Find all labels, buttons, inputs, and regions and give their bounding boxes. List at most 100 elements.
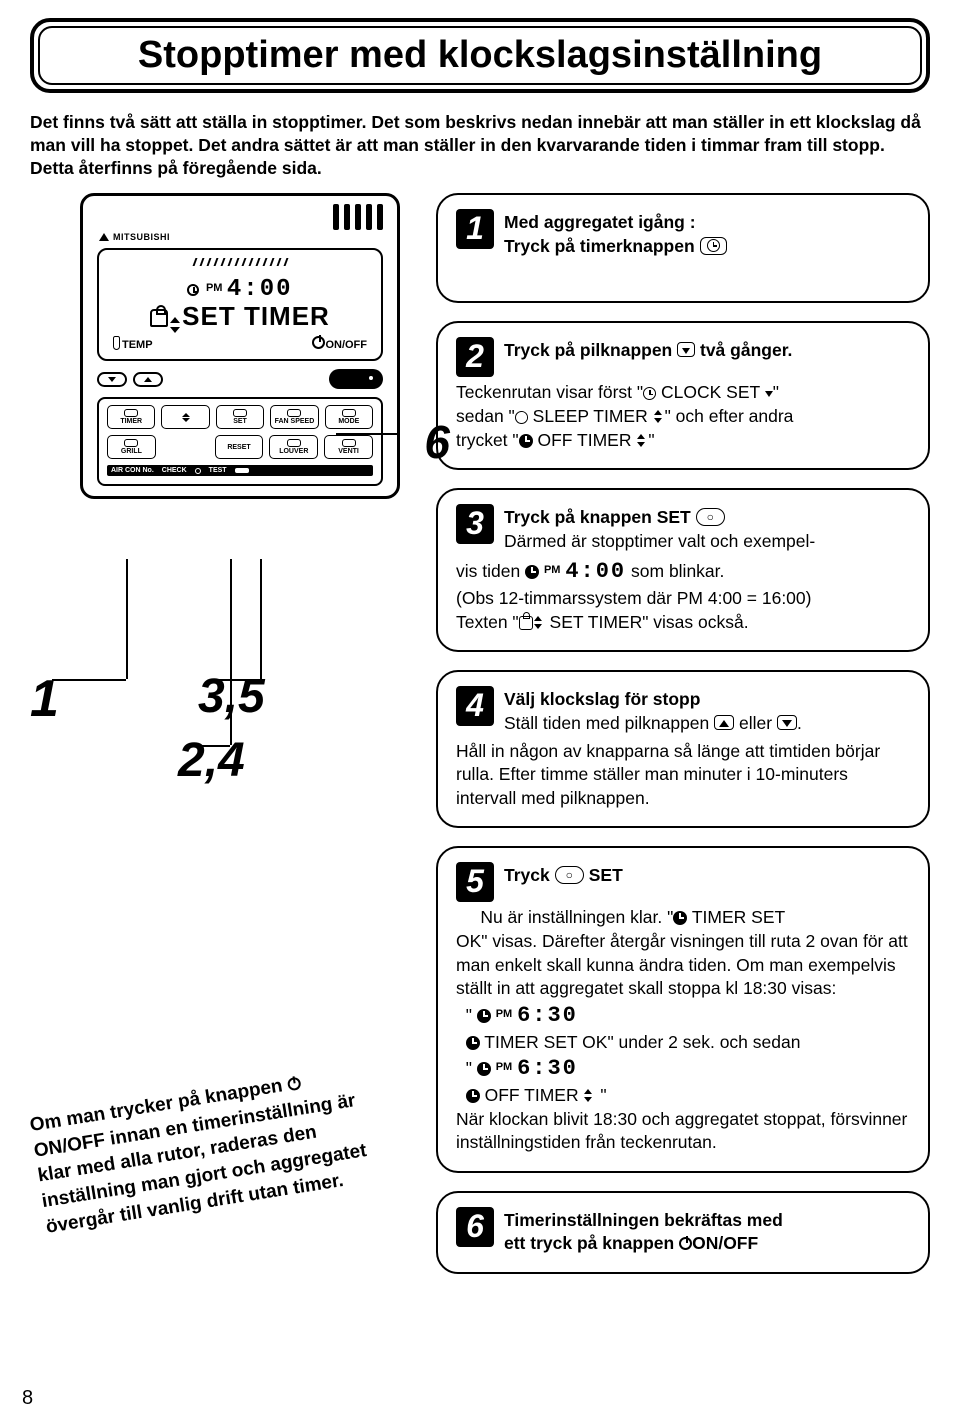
clock-solid-icon xyxy=(525,565,539,579)
page-title: Stopptimer med klockslagsinställning xyxy=(58,34,902,77)
step-6-box: 6 Timerinställningen bekräftas med ett t… xyxy=(436,1191,930,1274)
title-inner: Stopptimer med klockslagsinställning xyxy=(38,26,922,85)
updown-icon xyxy=(533,616,545,630)
clock-icon xyxy=(187,284,199,296)
leader-line xyxy=(230,559,232,745)
updown-icon xyxy=(583,1089,595,1103)
power-icon xyxy=(287,1076,302,1091)
step-1-line1: Med aggregatet igång : xyxy=(504,211,910,235)
clock-solid-icon xyxy=(519,434,533,448)
step-4-headtext: Välj klockslag för stopp Ställ tiden med… xyxy=(504,686,910,735)
title-frame: Stopptimer med klockslagsinställning xyxy=(30,18,930,93)
hand-icon xyxy=(150,309,168,327)
remote-vent xyxy=(83,196,397,232)
step-5-headtext: Tryck ○ SET xyxy=(504,862,910,888)
updown-icon xyxy=(636,434,648,448)
fanspeed-button[interactable]: FAN SPEED xyxy=(270,405,318,429)
step-6-line2: ett tryck på knappen ON/OFF xyxy=(504,1232,910,1256)
page-number: 8 xyxy=(22,1387,33,1410)
step-2-head: 2 Tryck på pilknappen två gånger. xyxy=(456,337,910,377)
clock-icon xyxy=(643,387,656,400)
step-4-head: 4 Välj klockslag för stopp Ställ tiden m… xyxy=(456,686,910,735)
clock-solid-icon xyxy=(466,1036,480,1050)
leader-1: 1 xyxy=(30,669,59,729)
check-label: CHECK xyxy=(162,467,187,474)
step-6-num: 6 xyxy=(456,1207,494,1247)
hand-icon xyxy=(519,616,533,630)
mode-button[interactable]: MODE xyxy=(325,405,373,429)
clock-solid-icon xyxy=(477,1062,491,1076)
panel-row-1: TIMER SET FAN SPEED MODE xyxy=(107,405,373,429)
timer-button-icon xyxy=(700,237,727,255)
leader-line xyxy=(260,559,262,679)
leader-line xyxy=(52,679,126,681)
lcd-time-row: PM 4:00 xyxy=(109,276,371,303)
spacer xyxy=(162,435,209,459)
clock-icon xyxy=(707,239,720,252)
step-3-num: 3 xyxy=(456,504,494,544)
set-button-icon: ○ xyxy=(555,866,584,884)
timer-button[interactable]: TIMER xyxy=(107,405,155,429)
step-3-pm: PM xyxy=(544,564,561,576)
remote-lower-panel: TIMER SET FAN SPEED MODE GRILL RESET LOU… xyxy=(97,397,383,486)
step-3-box: 3 Tryck på knappen SET ○ Därmed är stopp… xyxy=(436,488,930,652)
grill-button[interactable]: GRILL xyxy=(107,435,156,459)
remote-controller: MITSUBISHI PM 4:00 SET TIMER TEMP ON/OFF xyxy=(80,193,400,499)
lcd-bottom-row: TEMP ON/OFF xyxy=(109,332,371,351)
step-2-body: Teckenrutan visar först " CLOCK SET " se… xyxy=(456,381,910,452)
left-column: MITSUBISHI PM 4:00 SET TIMER TEMP ON/OFF xyxy=(30,193,410,1274)
test-label: TEST xyxy=(209,467,227,474)
step-1-head: 1 Med aggregatet igång : Tryck på timerk… xyxy=(456,209,910,258)
step-1-box: 1 Med aggregatet igång : Tryck på timerk… xyxy=(436,193,930,303)
clock-solid-icon xyxy=(673,911,687,925)
lcd-pm: PM xyxy=(206,282,223,294)
leader-line xyxy=(210,679,260,681)
remote-mid-buttons xyxy=(83,369,397,397)
onoff-button[interactable] xyxy=(329,369,383,389)
moon-icon xyxy=(515,411,528,424)
lcd-time: 4:00 xyxy=(227,276,293,303)
down-triangle-icon xyxy=(765,391,773,397)
temp-down-button[interactable] xyxy=(97,372,127,387)
lcd-onoff-label: ON/OFF xyxy=(312,336,367,351)
lcd-main-text: SET TIMER xyxy=(182,301,330,331)
louver-button[interactable]: LOUVER xyxy=(269,435,318,459)
step-6-onoff: ON/OFF xyxy=(679,1233,758,1253)
temp-up-button[interactable] xyxy=(133,372,163,387)
clock-solid-icon xyxy=(466,1089,480,1103)
panel-row-2: GRILL RESET LOUVER VENTI xyxy=(107,435,373,459)
step-4-body: Håll in någon av knapparna så länge att … xyxy=(456,740,910,811)
rotated-note: Om man trycker på knappen ON/OFF innan e… xyxy=(28,1060,384,1240)
panel-strip: AIR CON No. CHECK TEST xyxy=(107,465,373,476)
leader-line xyxy=(190,745,230,747)
set-button[interactable]: SET xyxy=(216,405,264,429)
step-3-time: 4:00 xyxy=(565,559,626,584)
main-layout: MITSUBISHI PM 4:00 SET TIMER TEMP ON/OFF xyxy=(30,193,930,1274)
up-arrow-button-icon xyxy=(714,715,734,730)
step-2-box: 2 Tryck på pilknappen två gånger. Tecken… xyxy=(436,321,930,470)
arrow-buttons[interactable] xyxy=(161,405,209,429)
test-bar-icon xyxy=(235,468,249,473)
step-5-time2: 6:30 xyxy=(517,1056,578,1081)
venti-button[interactable]: VENTI xyxy=(324,435,373,459)
leader-line xyxy=(126,559,128,679)
step-5-head: 5 Tryck ○ SET xyxy=(456,862,910,902)
lcd-main-row: SET TIMER xyxy=(109,301,371,332)
set-button-icon: ○ xyxy=(696,508,725,526)
step-6-head: 6 Timerinställningen bekräftas med ett t… xyxy=(456,1207,910,1256)
step-6-line1: Timerinställningen bekräftas med xyxy=(504,1209,910,1233)
step-5-box: 5 Tryck ○ SET Nu är inställningen klar. … xyxy=(436,846,930,1172)
step-1-num: 1 xyxy=(456,209,494,249)
reset-button[interactable]: RESET xyxy=(215,435,264,459)
step-5-time1: 6:30 xyxy=(517,1003,578,1028)
temp-adjust-buttons xyxy=(97,372,163,387)
step-1-text: Med aggregatet igång : Tryck på timerkna… xyxy=(504,209,910,258)
step-5-pm1: PM xyxy=(496,1008,513,1020)
step-3-headtext: Tryck på knappen SET ○ Därmed är stoppti… xyxy=(504,504,910,553)
clock-solid-icon xyxy=(477,1009,491,1023)
step-4-num: 4 xyxy=(456,686,494,726)
leader-24: 2,4 xyxy=(178,733,245,788)
temp-label: TEMP xyxy=(113,336,153,351)
right-column: 1 Med aggregatet igång : Tryck på timerk… xyxy=(436,193,930,1274)
vent-lines-icon xyxy=(333,204,383,230)
